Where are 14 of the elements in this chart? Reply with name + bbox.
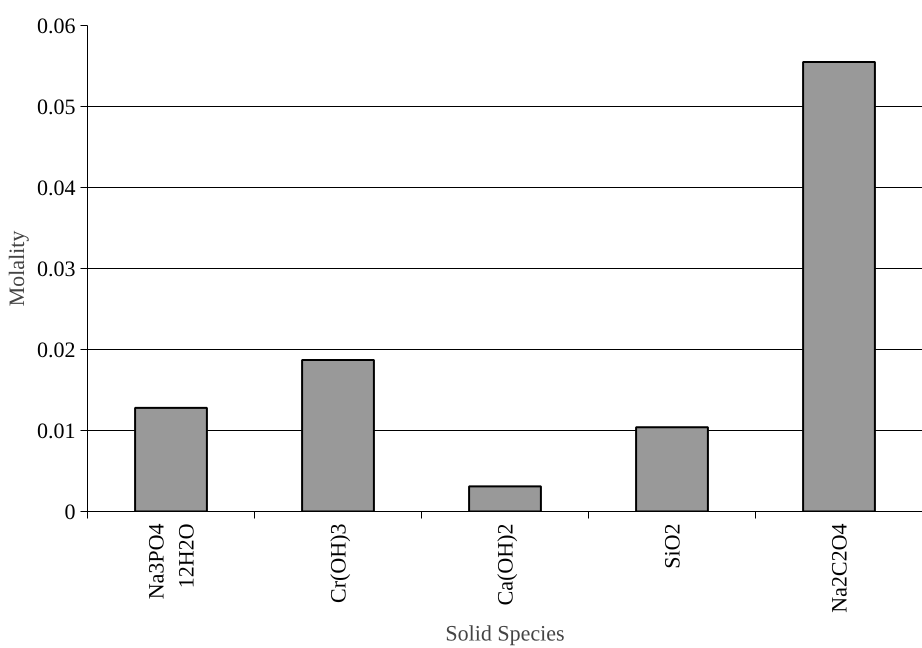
y-tick-label: 0.01: [37, 418, 76, 443]
x-axis-title: Solid Species: [445, 620, 565, 646]
x-tick-label: Na3PO4 12H2O: [144, 523, 198, 600]
y-tick-label: 0.03: [37, 256, 76, 281]
x-tick-label: Na2C2O4: [826, 523, 852, 613]
y-axis-title: Molality: [4, 230, 29, 306]
x-tick-label: SiO2: [660, 523, 684, 569]
x-tick-label: Ca(OH)2: [492, 523, 518, 606]
y-tick-label: 0: [64, 499, 76, 524]
y-tick-label: 0.05: [37, 94, 76, 119]
y-tick-label: 0.04: [37, 175, 76, 200]
y-tick-label: 0.02: [37, 337, 76, 362]
x-tick-label: Cr(OH)3: [326, 523, 350, 603]
y-tick-label: 0.06: [37, 13, 76, 38]
